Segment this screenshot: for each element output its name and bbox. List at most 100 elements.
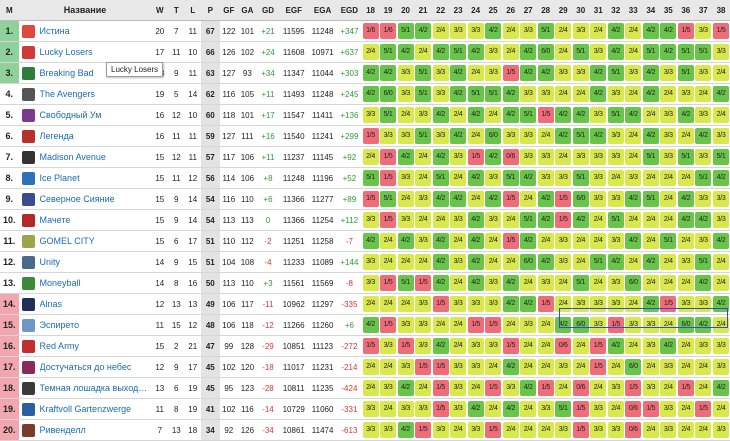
round-result-cell[interactable]: 4/2 <box>606 335 625 357</box>
round-result-cell[interactable]: 3/3 <box>712 125 730 147</box>
match-result[interactable]: 2/4 <box>467 65 484 81</box>
round-result-cell[interactable]: 4/2 <box>414 20 432 42</box>
match-result[interactable]: 3/3 <box>397 317 414 333</box>
team-cell[interactable]: Северное Сияние <box>18 188 152 210</box>
team-cell[interactable]: Ривенделл <box>18 419 152 441</box>
team-cell[interactable]: The Avengers <box>18 83 152 105</box>
match-result[interactable]: 4/2 <box>625 191 642 207</box>
match-result[interactable]: 5/1 <box>695 44 712 60</box>
round-result-cell[interactable]: 3/3 <box>484 272 502 294</box>
round-result-cell[interactable]: 5/1 <box>694 167 713 189</box>
round-result-cell[interactable]: 3/3 <box>361 209 380 231</box>
round-result-cell[interactable]: 2/4 <box>519 188 537 210</box>
round-result-cell[interactable]: 3/3 <box>361 251 380 273</box>
table-row[interactable]: 4. The Avengers 19 5 14 62 116 105 +11 11493 11248… <box>0 83 730 105</box>
match-result[interactable]: 2/4 <box>502 44 519 60</box>
round-result-cell[interactable]: 1/5 <box>379 209 397 231</box>
round-result-cell[interactable]: 3/3 <box>396 398 415 420</box>
round-result-cell[interactable]: 5/1 <box>589 251 607 273</box>
match-result[interactable]: 2/4 <box>362 359 379 375</box>
round-result-cell[interactable]: 3/3 <box>466 20 485 42</box>
team-name-wrap[interactable]: Kraftvoll Gartenzwerge <box>19 399 152 419</box>
col-round[interactable]: 30 <box>571 0 590 21</box>
round-result-cell[interactable]: 1/6 <box>379 20 397 42</box>
match-result[interactable]: 1/5 <box>362 338 379 354</box>
round-result-cell[interactable]: 3/3 <box>571 20 590 42</box>
match-result[interactable]: 2/4 <box>677 401 694 417</box>
match-result[interactable]: 4/2 <box>555 317 572 333</box>
round-result-cell[interactable]: 2/4 <box>379 293 397 315</box>
round-result-cell[interactable]: 1/5 <box>536 104 555 126</box>
match-result[interactable]: 1/5 <box>607 317 624 333</box>
col-round[interactable]: 36 <box>677 0 695 21</box>
team-name-link[interactable]: Эспирето <box>39 320 80 330</box>
round-result-cell[interactable]: 3/3 <box>694 188 713 210</box>
round-result-cell[interactable]: 3/3 <box>414 335 432 357</box>
team-name-link[interactable]: Истина <box>39 26 70 36</box>
match-result[interactable]: 2/4 <box>555 86 572 102</box>
round-result-cell[interactable]: 2/4 <box>677 272 695 294</box>
round-result-cell[interactable]: 5/1 <box>606 62 625 84</box>
match-result[interactable]: 2/4 <box>415 254 432 270</box>
match-result[interactable]: 3/3 <box>695 107 712 123</box>
round-result-cell[interactable]: 2/4 <box>659 167 678 189</box>
match-result[interactable]: 1/5 <box>677 23 694 39</box>
round-result-cell[interactable]: 1/5 <box>659 293 678 315</box>
round-result-cell[interactable]: 4/2 <box>361 83 380 105</box>
round-result-cell[interactable]: 4/2 <box>642 125 660 147</box>
round-result-cell[interactable]: 2/4 <box>414 41 432 63</box>
match-result[interactable]: 4/2 <box>502 86 519 102</box>
match-result[interactable]: 1/5 <box>502 338 519 354</box>
round-result-cell[interactable]: 4/2 <box>536 251 555 273</box>
match-result[interactable]: 3/3 <box>625 65 642 81</box>
match-result[interactable]: 2/4 <box>485 254 502 270</box>
match-result[interactable]: 2/4 <box>450 338 467 354</box>
round-result-cell[interactable]: 2/4 <box>396 293 415 315</box>
round-result-cell[interactable]: 4/2 <box>694 272 713 294</box>
round-result-cell[interactable]: 5/1 <box>571 167 590 189</box>
round-result-cell[interactable]: 3/3 <box>449 251 467 273</box>
round-result-cell[interactable]: 2/4 <box>519 398 537 420</box>
round-result-cell[interactable]: 1/5 <box>431 398 450 420</box>
round-result-cell[interactable]: 2/4 <box>519 272 537 294</box>
table-row[interactable]: 16. Red Army 15 2 21 47 99 128 -29 10851 11123 -272… <box>0 335 730 357</box>
match-result[interactable]: 4/2 <box>432 44 449 60</box>
round-result-cell[interactable]: 3/3 <box>589 419 607 441</box>
round-result-cell[interactable]: 3/3 <box>361 419 380 441</box>
round-result-cell[interactable]: 3/3 <box>501 377 520 399</box>
match-result[interactable]: 2/4 <box>380 296 397 312</box>
match-result[interactable]: 2/4 <box>362 149 379 165</box>
team-cell[interactable]: Темная лошадка выходи… <box>18 377 152 399</box>
round-result-cell[interactable]: 2/4 <box>659 188 678 210</box>
round-result-cell[interactable]: 3/3 <box>414 398 432 420</box>
round-result-cell[interactable]: 2/4 <box>379 251 397 273</box>
col-pos[interactable]: М <box>0 0 19 21</box>
round-result-cell[interactable]: 2/4 <box>396 188 415 210</box>
round-result-cell[interactable]: 5/1 <box>659 230 678 252</box>
match-result[interactable]: 6/0 <box>520 254 537 270</box>
match-result[interactable]: 3/3 <box>590 401 607 417</box>
match-result[interactable]: 1/6 <box>380 23 397 39</box>
match-result[interactable]: 1/5 <box>415 422 432 438</box>
round-result-cell[interactable]: 6/0 <box>484 125 502 147</box>
match-result[interactable]: 3/3 <box>397 401 414 417</box>
match-result[interactable]: 2/4 <box>415 170 432 186</box>
match-result[interactable]: 4/2 <box>485 149 502 165</box>
match-result[interactable]: 1/5 <box>695 401 712 417</box>
round-result-cell[interactable]: 5/1 <box>606 209 625 231</box>
match-result[interactable]: 2/4 <box>397 296 414 312</box>
match-result[interactable]: 3/3 <box>467 23 484 39</box>
match-result[interactable]: 2/4 <box>677 128 694 144</box>
match-result[interactable]: 3/3 <box>397 65 414 81</box>
match-result[interactable]: 1/5 <box>555 191 572 207</box>
match-result[interactable]: 5/1 <box>607 212 624 228</box>
match-result[interactable]: 1/6 <box>362 23 379 39</box>
round-result-cell[interactable]: 4/2 <box>431 146 450 168</box>
round-result-cell[interactable]: 5/1 <box>642 188 660 210</box>
round-result-cell[interactable]: 5/1 <box>571 41 590 63</box>
match-result[interactable]: 5/1 <box>607 65 624 81</box>
match-result[interactable]: 3/3 <box>397 170 414 186</box>
round-result-cell[interactable]: 1/5 <box>606 314 625 336</box>
match-result[interactable]: 3/3 <box>537 170 554 186</box>
round-result-cell[interactable]: 2/4 <box>659 209 678 231</box>
